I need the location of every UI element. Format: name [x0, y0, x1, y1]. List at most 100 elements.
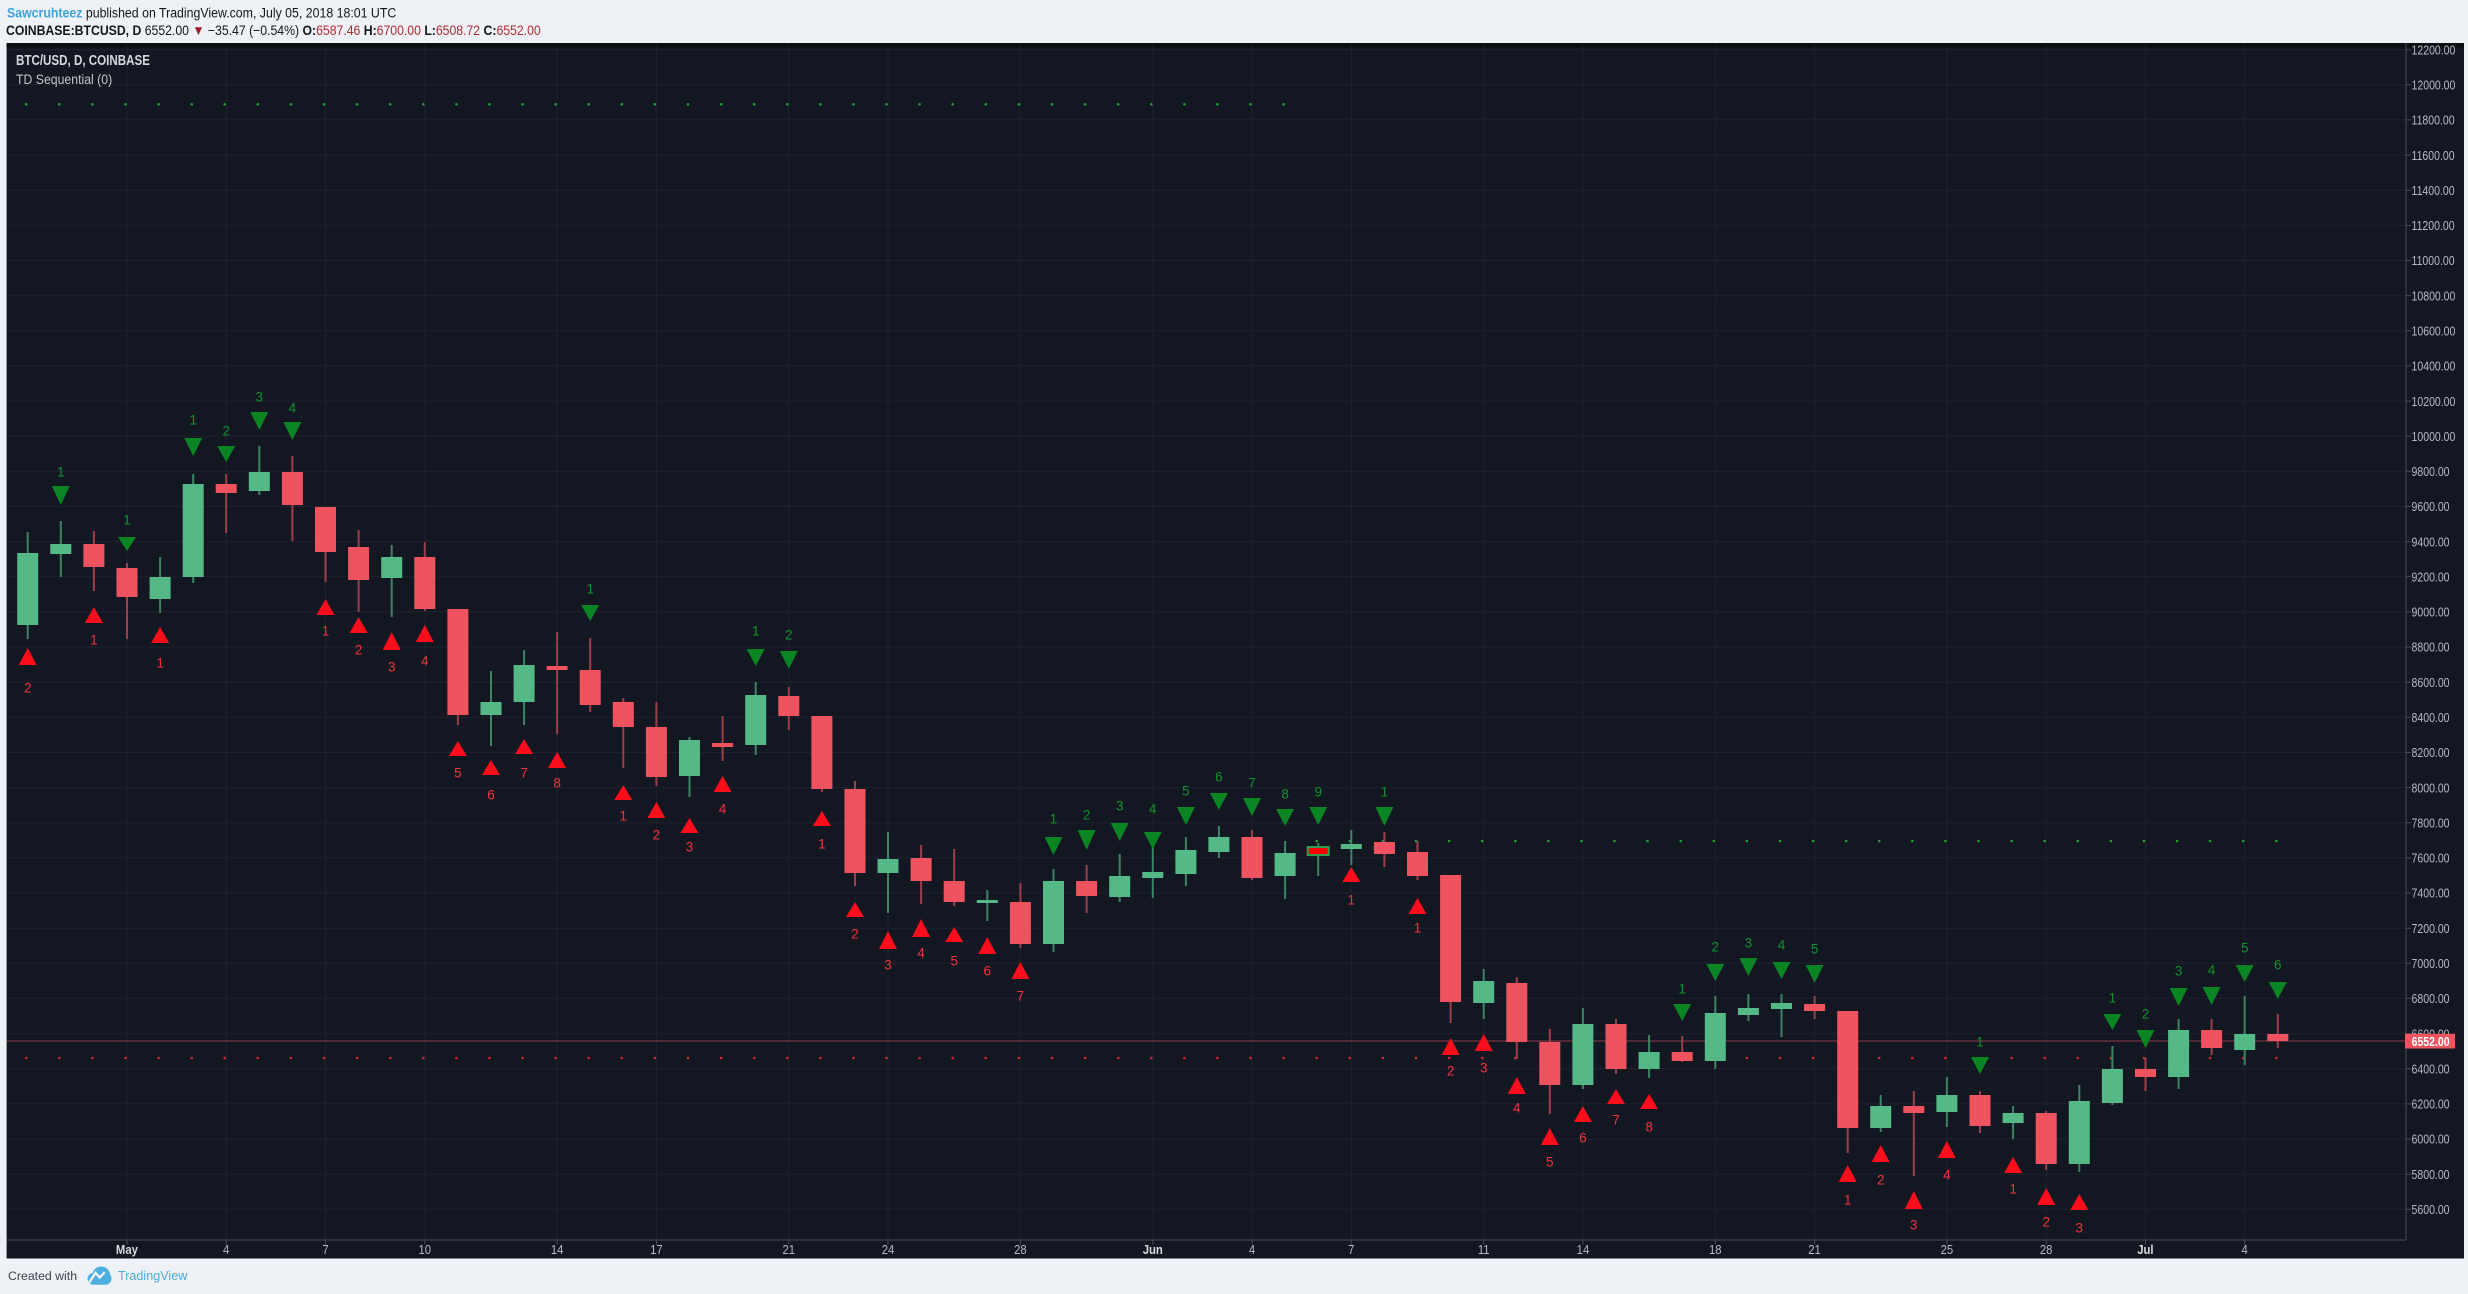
svg-text:10400.00: 10400.00 — [2412, 359, 2456, 374]
svg-text:4: 4 — [2242, 1242, 2248, 1257]
svg-text:1: 1 — [818, 837, 826, 852]
svg-text:8: 8 — [1281, 787, 1289, 802]
svg-text:3: 3 — [1910, 1218, 1918, 1233]
svg-text:2: 2 — [1447, 1064, 1455, 1079]
svg-text:11000.00: 11000.00 — [2412, 253, 2455, 268]
svg-text:COINBASE:BTCUSD, D 6552.00 ▼: COINBASE:BTCUSD, D 6552.00 ▼ −35.47 (−0.… — [6, 22, 541, 38]
svg-text:6400.00: 6400.00 — [2412, 1061, 2450, 1076]
svg-text:8400.00: 8400.00 — [2412, 710, 2450, 725]
svg-text:3: 3 — [388, 660, 396, 675]
svg-text:6000.00: 6000.00 — [2412, 1132, 2450, 1147]
svg-text:6200.00: 6200.00 — [2412, 1097, 2450, 1112]
svg-text:1: 1 — [1844, 1193, 1852, 1208]
svg-text:7400.00: 7400.00 — [2412, 886, 2450, 901]
svg-text:21: 21 — [782, 1242, 795, 1257]
svg-text:1: 1 — [1381, 785, 1389, 800]
svg-text:5: 5 — [454, 766, 462, 781]
svg-text:Created with: Created with — [8, 1269, 77, 1283]
svg-text:5: 5 — [1546, 1155, 1554, 1170]
svg-text:5800.00: 5800.00 — [2412, 1167, 2450, 1182]
svg-text:1: 1 — [2109, 991, 2117, 1006]
svg-text:6: 6 — [487, 788, 495, 803]
svg-text:10: 10 — [419, 1242, 432, 1257]
svg-text:TD Sequential (0): TD Sequential (0) — [16, 71, 112, 87]
svg-text:3: 3 — [2175, 964, 2183, 979]
svg-text:7800.00: 7800.00 — [2412, 815, 2450, 830]
svg-text:1: 1 — [1678, 982, 1686, 997]
svg-text:11600.00: 11600.00 — [2412, 148, 2455, 163]
svg-text:1: 1 — [90, 633, 98, 648]
svg-text:6: 6 — [1579, 1131, 1587, 1146]
svg-text:18: 18 — [1709, 1242, 1722, 1257]
svg-text:1: 1 — [1348, 893, 1356, 908]
svg-text:8600.00: 8600.00 — [2412, 675, 2450, 690]
svg-text:5: 5 — [950, 954, 958, 969]
svg-text:9400.00: 9400.00 — [2412, 534, 2450, 549]
svg-text:12200.00: 12200.00 — [2412, 42, 2456, 57]
svg-text:9000.00: 9000.00 — [2412, 605, 2450, 620]
svg-text:3: 3 — [1480, 1061, 1488, 1076]
svg-text:8: 8 — [553, 776, 561, 791]
svg-text:8: 8 — [1645, 1120, 1653, 1135]
svg-text:2: 2 — [851, 927, 859, 942]
svg-text:7: 7 — [1348, 1242, 1354, 1257]
svg-text:5: 5 — [1182, 784, 1190, 799]
svg-text:1: 1 — [1414, 921, 1422, 936]
svg-text:2: 2 — [355, 643, 363, 658]
svg-text:6800.00: 6800.00 — [2412, 991, 2450, 1006]
svg-text:6: 6 — [1215, 770, 1223, 785]
svg-text:3: 3 — [1116, 799, 1124, 814]
svg-text:4: 4 — [1249, 1242, 1255, 1257]
svg-text:2: 2 — [2142, 1007, 2150, 1022]
svg-text:9200.00: 9200.00 — [2412, 569, 2450, 584]
svg-text:1: 1 — [586, 582, 594, 597]
svg-text:28: 28 — [2040, 1242, 2053, 1257]
svg-text:10000.00: 10000.00 — [2412, 429, 2456, 444]
svg-text:11400.00: 11400.00 — [2412, 183, 2455, 198]
svg-text:10600.00: 10600.00 — [2412, 323, 2456, 338]
svg-text:11200.00: 11200.00 — [2412, 218, 2455, 233]
svg-text:9600.00: 9600.00 — [2412, 499, 2450, 514]
svg-text:2: 2 — [1083, 808, 1091, 823]
svg-text:2: 2 — [24, 681, 32, 696]
svg-text:6: 6 — [984, 964, 992, 979]
svg-text:8200.00: 8200.00 — [2412, 745, 2450, 760]
svg-text:May: May — [116, 1242, 138, 1257]
svg-text:12000.00: 12000.00 — [2412, 77, 2456, 92]
svg-text:4: 4 — [1149, 802, 1157, 817]
svg-text:4: 4 — [719, 802, 727, 817]
svg-text:3: 3 — [1745, 936, 1753, 951]
svg-text:5600.00: 5600.00 — [2412, 1202, 2450, 1217]
svg-text:1: 1 — [1976, 1035, 1984, 1050]
svg-text:4: 4 — [1943, 1168, 1951, 1183]
svg-text:4: 4 — [1778, 938, 1786, 953]
svg-text:3: 3 — [686, 840, 694, 855]
svg-text:7600.00: 7600.00 — [2412, 851, 2450, 866]
svg-text:3: 3 — [256, 390, 264, 405]
svg-text:6: 6 — [2274, 958, 2282, 973]
svg-text:1: 1 — [57, 465, 65, 480]
svg-text:8800.00: 8800.00 — [2412, 640, 2450, 655]
svg-text:5: 5 — [1811, 942, 1819, 957]
svg-text:21: 21 — [1808, 1242, 1821, 1257]
svg-text:2: 2 — [2042, 1215, 2050, 1230]
svg-text:2: 2 — [1877, 1173, 1885, 1188]
svg-text:4: 4 — [421, 654, 429, 669]
svg-text:4: 4 — [289, 401, 297, 416]
svg-text:2: 2 — [222, 424, 230, 439]
svg-text:TradingView: TradingView — [118, 1269, 188, 1283]
svg-text:2: 2 — [653, 828, 661, 843]
svg-text:17: 17 — [650, 1242, 663, 1257]
svg-text:3: 3 — [884, 958, 892, 973]
svg-text:4: 4 — [1513, 1101, 1521, 1116]
svg-text:5: 5 — [2241, 941, 2249, 956]
svg-text:7000.00: 7000.00 — [2412, 956, 2450, 971]
svg-text:4: 4 — [223, 1242, 229, 1257]
svg-text:7: 7 — [1612, 1113, 1620, 1128]
svg-text:Jun: Jun — [1143, 1242, 1163, 1257]
svg-text:14: 14 — [1577, 1242, 1590, 1257]
svg-text:10200.00: 10200.00 — [2412, 394, 2456, 409]
svg-text:Jul: Jul — [2137, 1242, 2153, 1257]
svg-text:2: 2 — [785, 628, 793, 643]
svg-text:1: 1 — [620, 809, 628, 824]
